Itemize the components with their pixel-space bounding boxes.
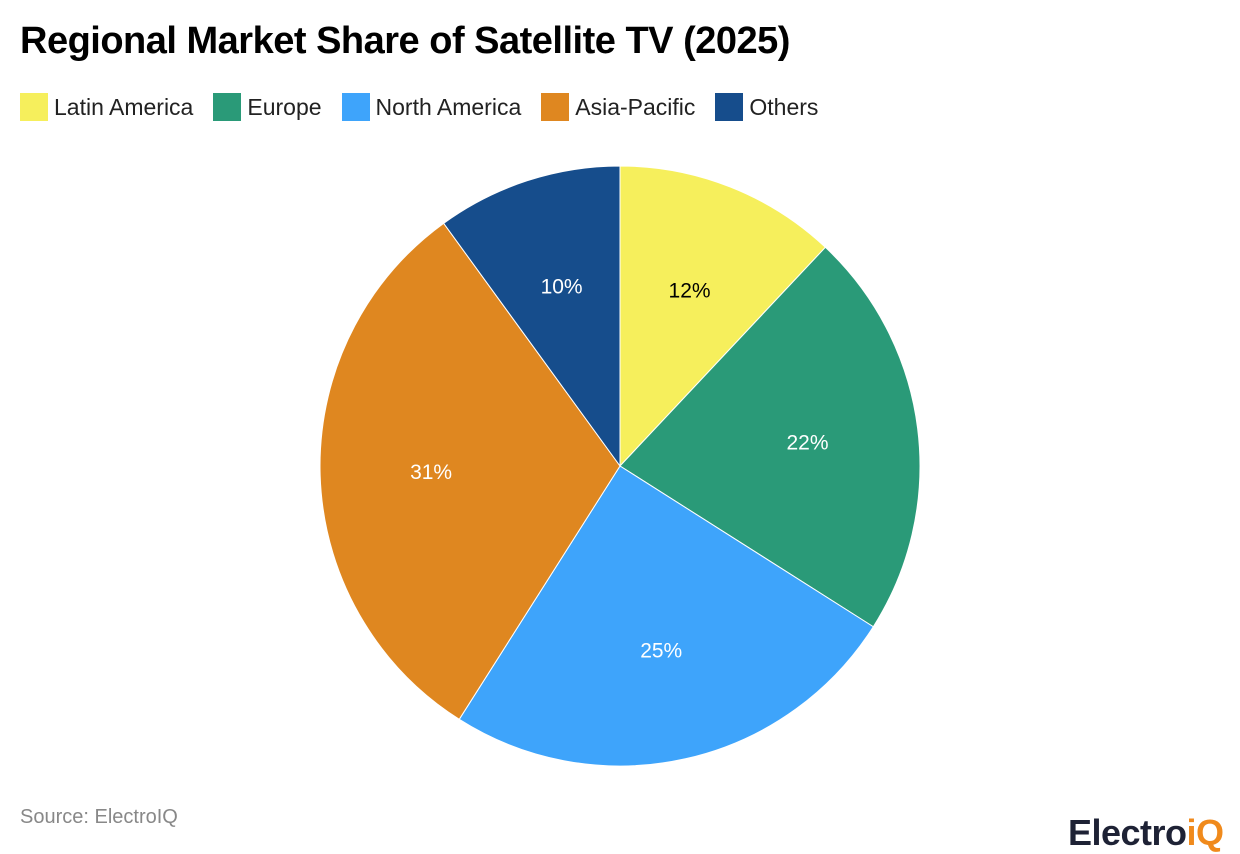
legend-label: Others — [749, 93, 819, 120]
brand-accent: iQ — [1186, 812, 1225, 853]
legend-label: Asia-Pacific — [575, 93, 696, 120]
legend-swatch — [213, 93, 242, 121]
pie-slice-latin-america — [619, 165, 827, 468]
legend: Latin America Europe North America Asia-Pac… — [20, 93, 838, 121]
slice-value-label: 10% — [541, 275, 583, 298]
legend-label: North America — [375, 93, 522, 120]
legend-swatch — [20, 93, 48, 121]
source-note: Source: ElectroIQ — [20, 806, 178, 828]
pie-slice-europe — [619, 246, 921, 628]
slice-value-label: 12% — [669, 279, 711, 302]
slice-value-label: 25% — [640, 639, 682, 662]
legend-item: North America — [341, 93, 522, 121]
pie-slice-north-america — [458, 465, 874, 767]
legend-swatch — [541, 93, 570, 121]
legend-item: Latin America — [20, 93, 193, 121]
slice-value-label: 22% — [786, 431, 828, 454]
pie-slice-others — [442, 165, 621, 468]
chart-title: Regional Market Share of Satellite TV (2… — [20, 20, 790, 62]
brand-main: Electro — [1068, 812, 1187, 853]
legend-item: Others — [715, 93, 818, 121]
legend-label: Europe — [247, 93, 322, 120]
legend-label: Latin America — [54, 93, 194, 120]
pie-slice-asia-pacific — [319, 222, 621, 720]
legend-swatch — [715, 93, 744, 121]
legend-item: Europe — [213, 93, 322, 121]
legend-item: Asia-Pacific — [541, 93, 695, 121]
brand-logo: ElectroiQ — [1068, 812, 1224, 854]
legend-swatch — [341, 93, 370, 121]
slice-value-label: 31% — [410, 461, 452, 484]
